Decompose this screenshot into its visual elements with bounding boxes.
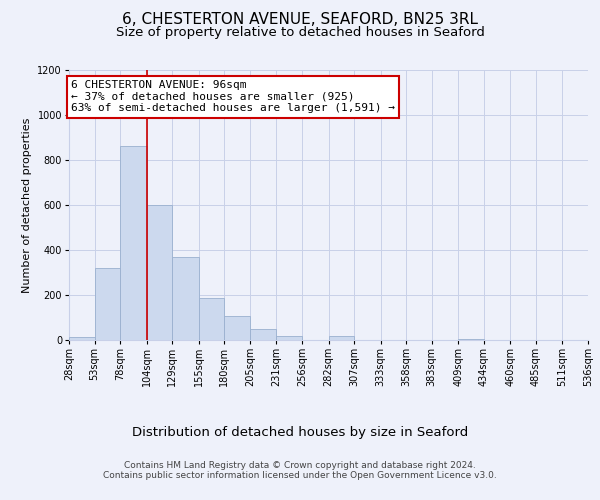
Bar <box>329 336 354 340</box>
Bar <box>120 146 146 340</box>
Bar <box>250 330 277 340</box>
Bar <box>172 257 199 340</box>
Text: 6, CHESTERTON AVENUE, SEAFORD, BN25 3RL: 6, CHESTERTON AVENUE, SEAFORD, BN25 3RL <box>122 12 478 28</box>
Text: 6 CHESTERTON AVENUE: 96sqm
← 37% of detached houses are smaller (925)
63% of sem: 6 CHESTERTON AVENUE: 96sqm ← 37% of deta… <box>71 80 395 114</box>
Bar <box>95 268 120 340</box>
Bar <box>458 339 484 340</box>
Text: Size of property relative to detached houses in Seaford: Size of property relative to detached ho… <box>116 26 484 39</box>
Bar <box>224 316 250 340</box>
Text: Distribution of detached houses by size in Seaford: Distribution of detached houses by size … <box>132 426 468 439</box>
Bar <box>69 338 95 340</box>
Bar <box>199 298 224 340</box>
Y-axis label: Number of detached properties: Number of detached properties <box>22 118 32 292</box>
Text: Contains HM Land Registry data © Crown copyright and database right 2024.
Contai: Contains HM Land Registry data © Crown c… <box>103 460 497 480</box>
Bar <box>277 336 302 340</box>
Bar <box>146 205 172 340</box>
